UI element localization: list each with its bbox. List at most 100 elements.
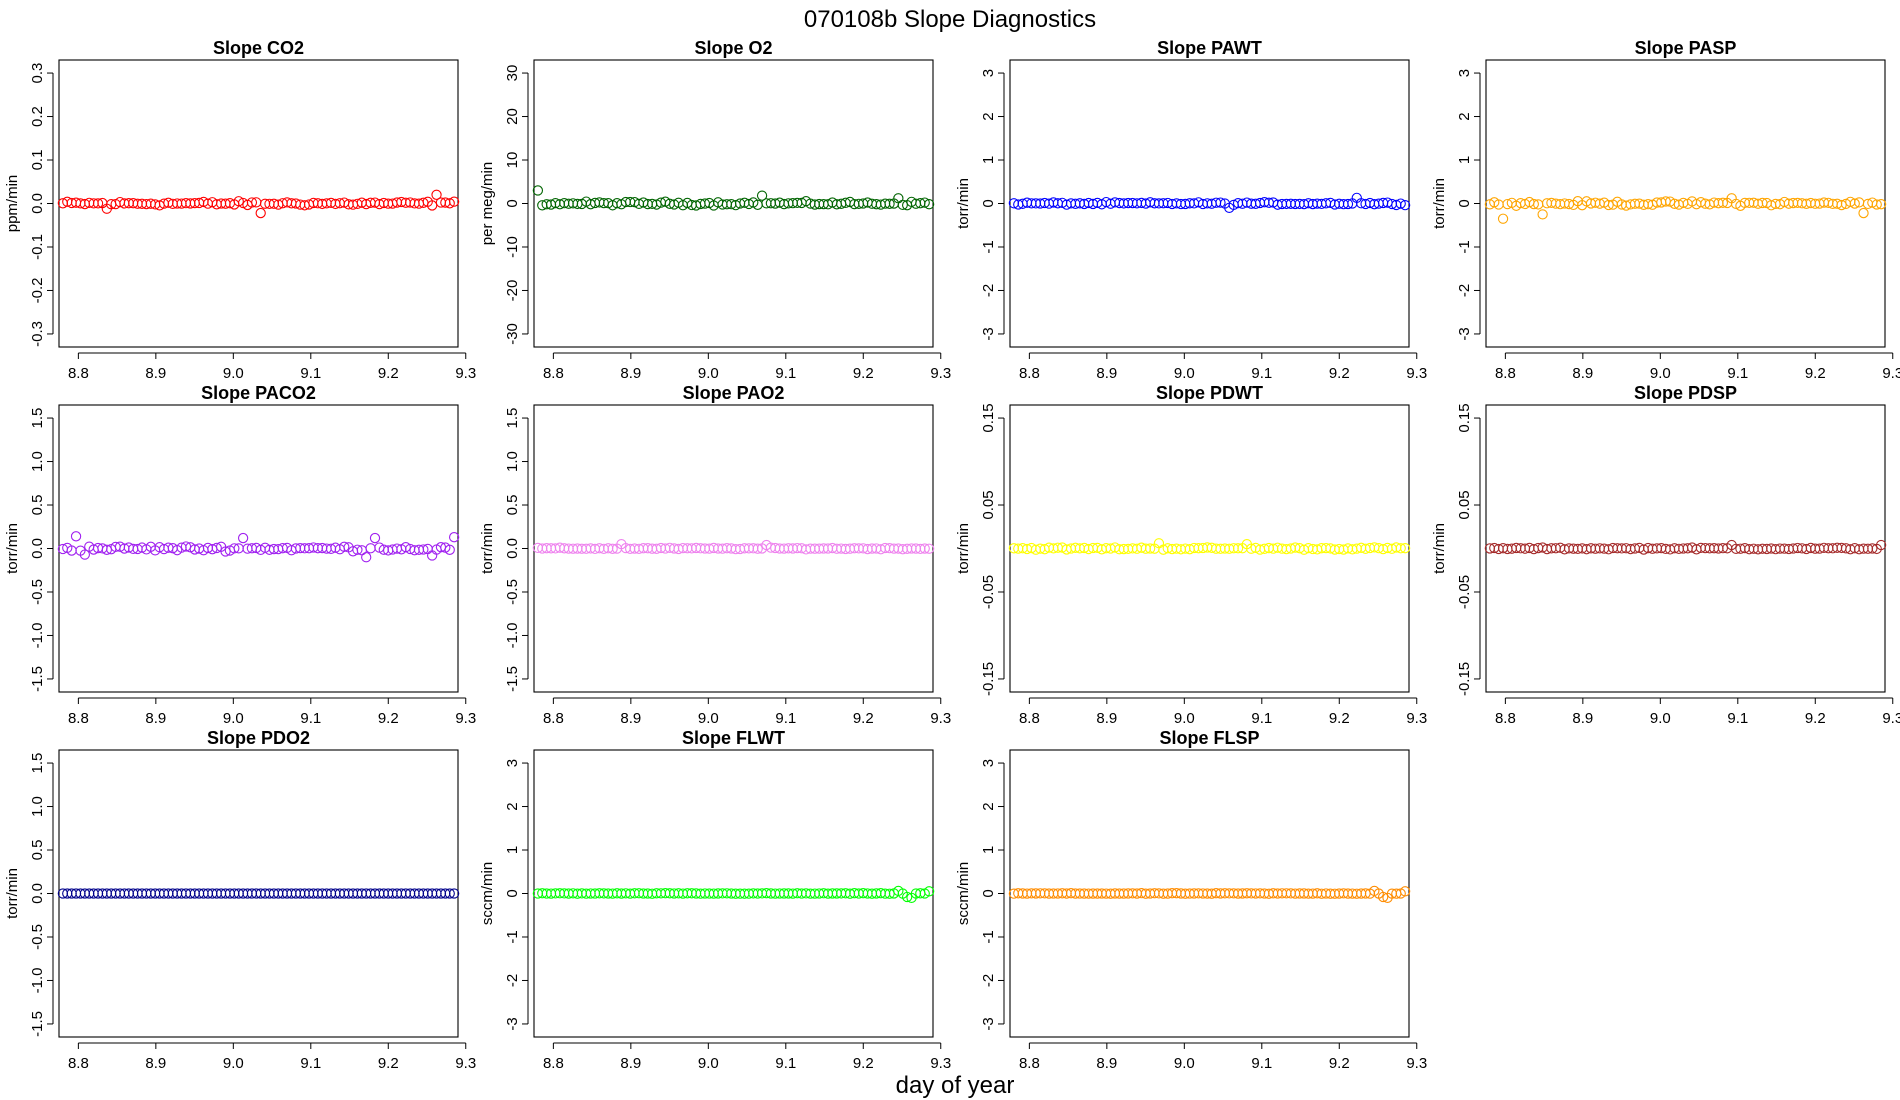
- y-tick-label: -3: [504, 1017, 521, 1030]
- y-tick-label: 0.3: [29, 63, 46, 84]
- data-points: [1484, 193, 1887, 224]
- panel-title: Slope PACO2: [201, 383, 316, 403]
- y-tick-label: -30: [504, 323, 521, 345]
- y-axis-label: per meg/min: [479, 162, 496, 245]
- y-axis-label: torr/min: [955, 523, 972, 574]
- y-tick-label: -0.05: [980, 575, 997, 609]
- y-tick-label: 2: [980, 802, 997, 810]
- y-tick-label: -0.5: [29, 924, 46, 950]
- panel-slope-paco2: Slope PACO2 torr/min -1.5 -1.0 -0.5 0.0 0.5 1.0…: [4, 383, 476, 727]
- panel-slope-flsp: Slope FLSP sccm/min -3 -2 -1 0 1 2 3 8.8 8.9 9.0 9.1…: [955, 728, 1427, 1072]
- y-tick-label: 1.5: [29, 753, 46, 774]
- data-point: [1395, 543, 1406, 554]
- x-tick-label: 8.8: [68, 365, 89, 382]
- y-tick-label: -1.0: [504, 623, 521, 649]
- data-points: [57, 888, 460, 899]
- data-point: [1849, 198, 1860, 209]
- y-tick-label: 0: [504, 199, 521, 207]
- data-point: [237, 532, 249, 544]
- panel-title: Slope FLWT: [682, 728, 785, 748]
- x-tick-label: 8.8: [1019, 1055, 1040, 1072]
- data-point: [1603, 199, 1614, 211]
- x-tick-label: 8.8: [68, 710, 89, 727]
- data-point: [220, 546, 231, 557]
- x-tick-label: 8.9: [145, 365, 166, 382]
- y-axis-label: sccm/min: [479, 862, 496, 925]
- y-tick-label: 1.0: [29, 451, 46, 472]
- plot-frame: [58, 404, 459, 693]
- data-point: [607, 543, 618, 554]
- data-point: [233, 196, 244, 207]
- y-tick-label: 0.1: [29, 150, 46, 171]
- y-tick-label: 1: [980, 156, 997, 164]
- panel-slope-pdo2: Slope PDO2 torr/min -1.5 -1.0 -0.5 0.0 0.5 1.0 1…: [4, 728, 476, 1072]
- y-tick-label: 2: [504, 802, 521, 810]
- y-tick-label: 0.5: [29, 840, 46, 861]
- x-tick-label: 9.1: [300, 365, 321, 382]
- data-point: [361, 552, 372, 563]
- y-tick-label: 3: [980, 69, 997, 77]
- x-tick-label: 9.0: [1174, 710, 1195, 727]
- x-tick-label: 9.0: [1174, 365, 1195, 382]
- y-tick-label: 1: [980, 846, 997, 854]
- x-tick-label: 8.9: [1096, 365, 1117, 382]
- x-tick-label: 9.1: [775, 710, 796, 727]
- y-tick-label: -0.15: [980, 662, 997, 696]
- y-tick-label: -2: [1456, 284, 1473, 297]
- y-tick-label: -10: [504, 236, 521, 258]
- x-tick-label: 9.2: [378, 365, 399, 382]
- data-points: [532, 185, 935, 211]
- x-tick-label: 9.3: [1882, 365, 1900, 382]
- panel-title: Slope FLSP: [1159, 728, 1259, 748]
- y-tick-label: -0.05: [1456, 575, 1473, 609]
- y-tick-label: 0.15: [1456, 403, 1473, 432]
- panel-slope-pawt: Slope PAWT torr/min -3 -2 -1 0 1 2 3 8.8 8.9 9.0 9.1…: [955, 38, 1427, 382]
- y-tick-label: 0.5: [29, 495, 46, 516]
- x-tick-label: 8.9: [620, 365, 641, 382]
- data-points: [1008, 192, 1411, 213]
- x-tick-label: 9.0: [1650, 365, 1671, 382]
- y-tick-label: -0.2: [29, 278, 46, 304]
- y-tick-label: 3: [504, 759, 521, 767]
- y-tick-label: -1: [504, 930, 521, 943]
- panel-slope-pasp: Slope PASP torr/min -3 -2 -1 0 1 2 3 8.8 8.9 9.0 9.1…: [1431, 38, 1900, 382]
- data-point: [897, 199, 908, 210]
- data-point: [448, 532, 460, 543]
- panel-title: Slope PAO2: [683, 383, 785, 403]
- data-point: [884, 198, 895, 209]
- data-points: [532, 539, 935, 555]
- y-axis-label: ppm/min: [4, 175, 21, 233]
- x-tick-label: 9.0: [698, 710, 719, 727]
- x-tick-label: 8.9: [1572, 365, 1593, 382]
- x-tick-label: 9.2: [853, 365, 874, 382]
- panel-title: Slope PAWT: [1157, 38, 1262, 58]
- data-point: [79, 549, 90, 560]
- panel-slope-pao2: Slope PAO2 torr/min -1.5 -1.0 -0.5 0.0 0.5 1.0 1…: [479, 383, 951, 727]
- plot-frame: [533, 749, 934, 1038]
- y-tick-label: 2: [980, 112, 997, 120]
- y-tick-label: 0.0: [29, 883, 46, 904]
- y-tick-label: -0.3: [29, 321, 46, 347]
- x-axis-title: day of year: [896, 1072, 1015, 1099]
- data-point: [1875, 539, 1887, 551]
- data-points: [1008, 885, 1411, 903]
- panel-slope-pdwt: Slope PDWT torr/min -0.15 -0.05 0.05 0.15 8.8 8…: [955, 383, 1427, 727]
- x-tick-label: 9.1: [300, 710, 321, 727]
- y-tick-label: 0.05: [1456, 490, 1473, 519]
- y-axis-label: sccm/min: [955, 862, 972, 925]
- y-tick-label: 3: [1456, 69, 1473, 77]
- plot-frame: [1009, 59, 1410, 348]
- data-point: [1399, 199, 1411, 211]
- x-tick-label: 8.8: [543, 365, 564, 382]
- y-tick-label: 0.2: [29, 106, 46, 127]
- y-tick-label: -0.5: [504, 579, 521, 605]
- x-tick-label: 9.2: [1805, 710, 1826, 727]
- x-tick-label: 8.8: [1495, 710, 1516, 727]
- x-tick-label: 9.1: [775, 1055, 796, 1072]
- x-tick-label: 9.0: [698, 365, 719, 382]
- data-point: [1836, 199, 1847, 211]
- data-point: [532, 185, 544, 196]
- data-point: [365, 543, 376, 554]
- y-tick-label: 10: [504, 152, 521, 169]
